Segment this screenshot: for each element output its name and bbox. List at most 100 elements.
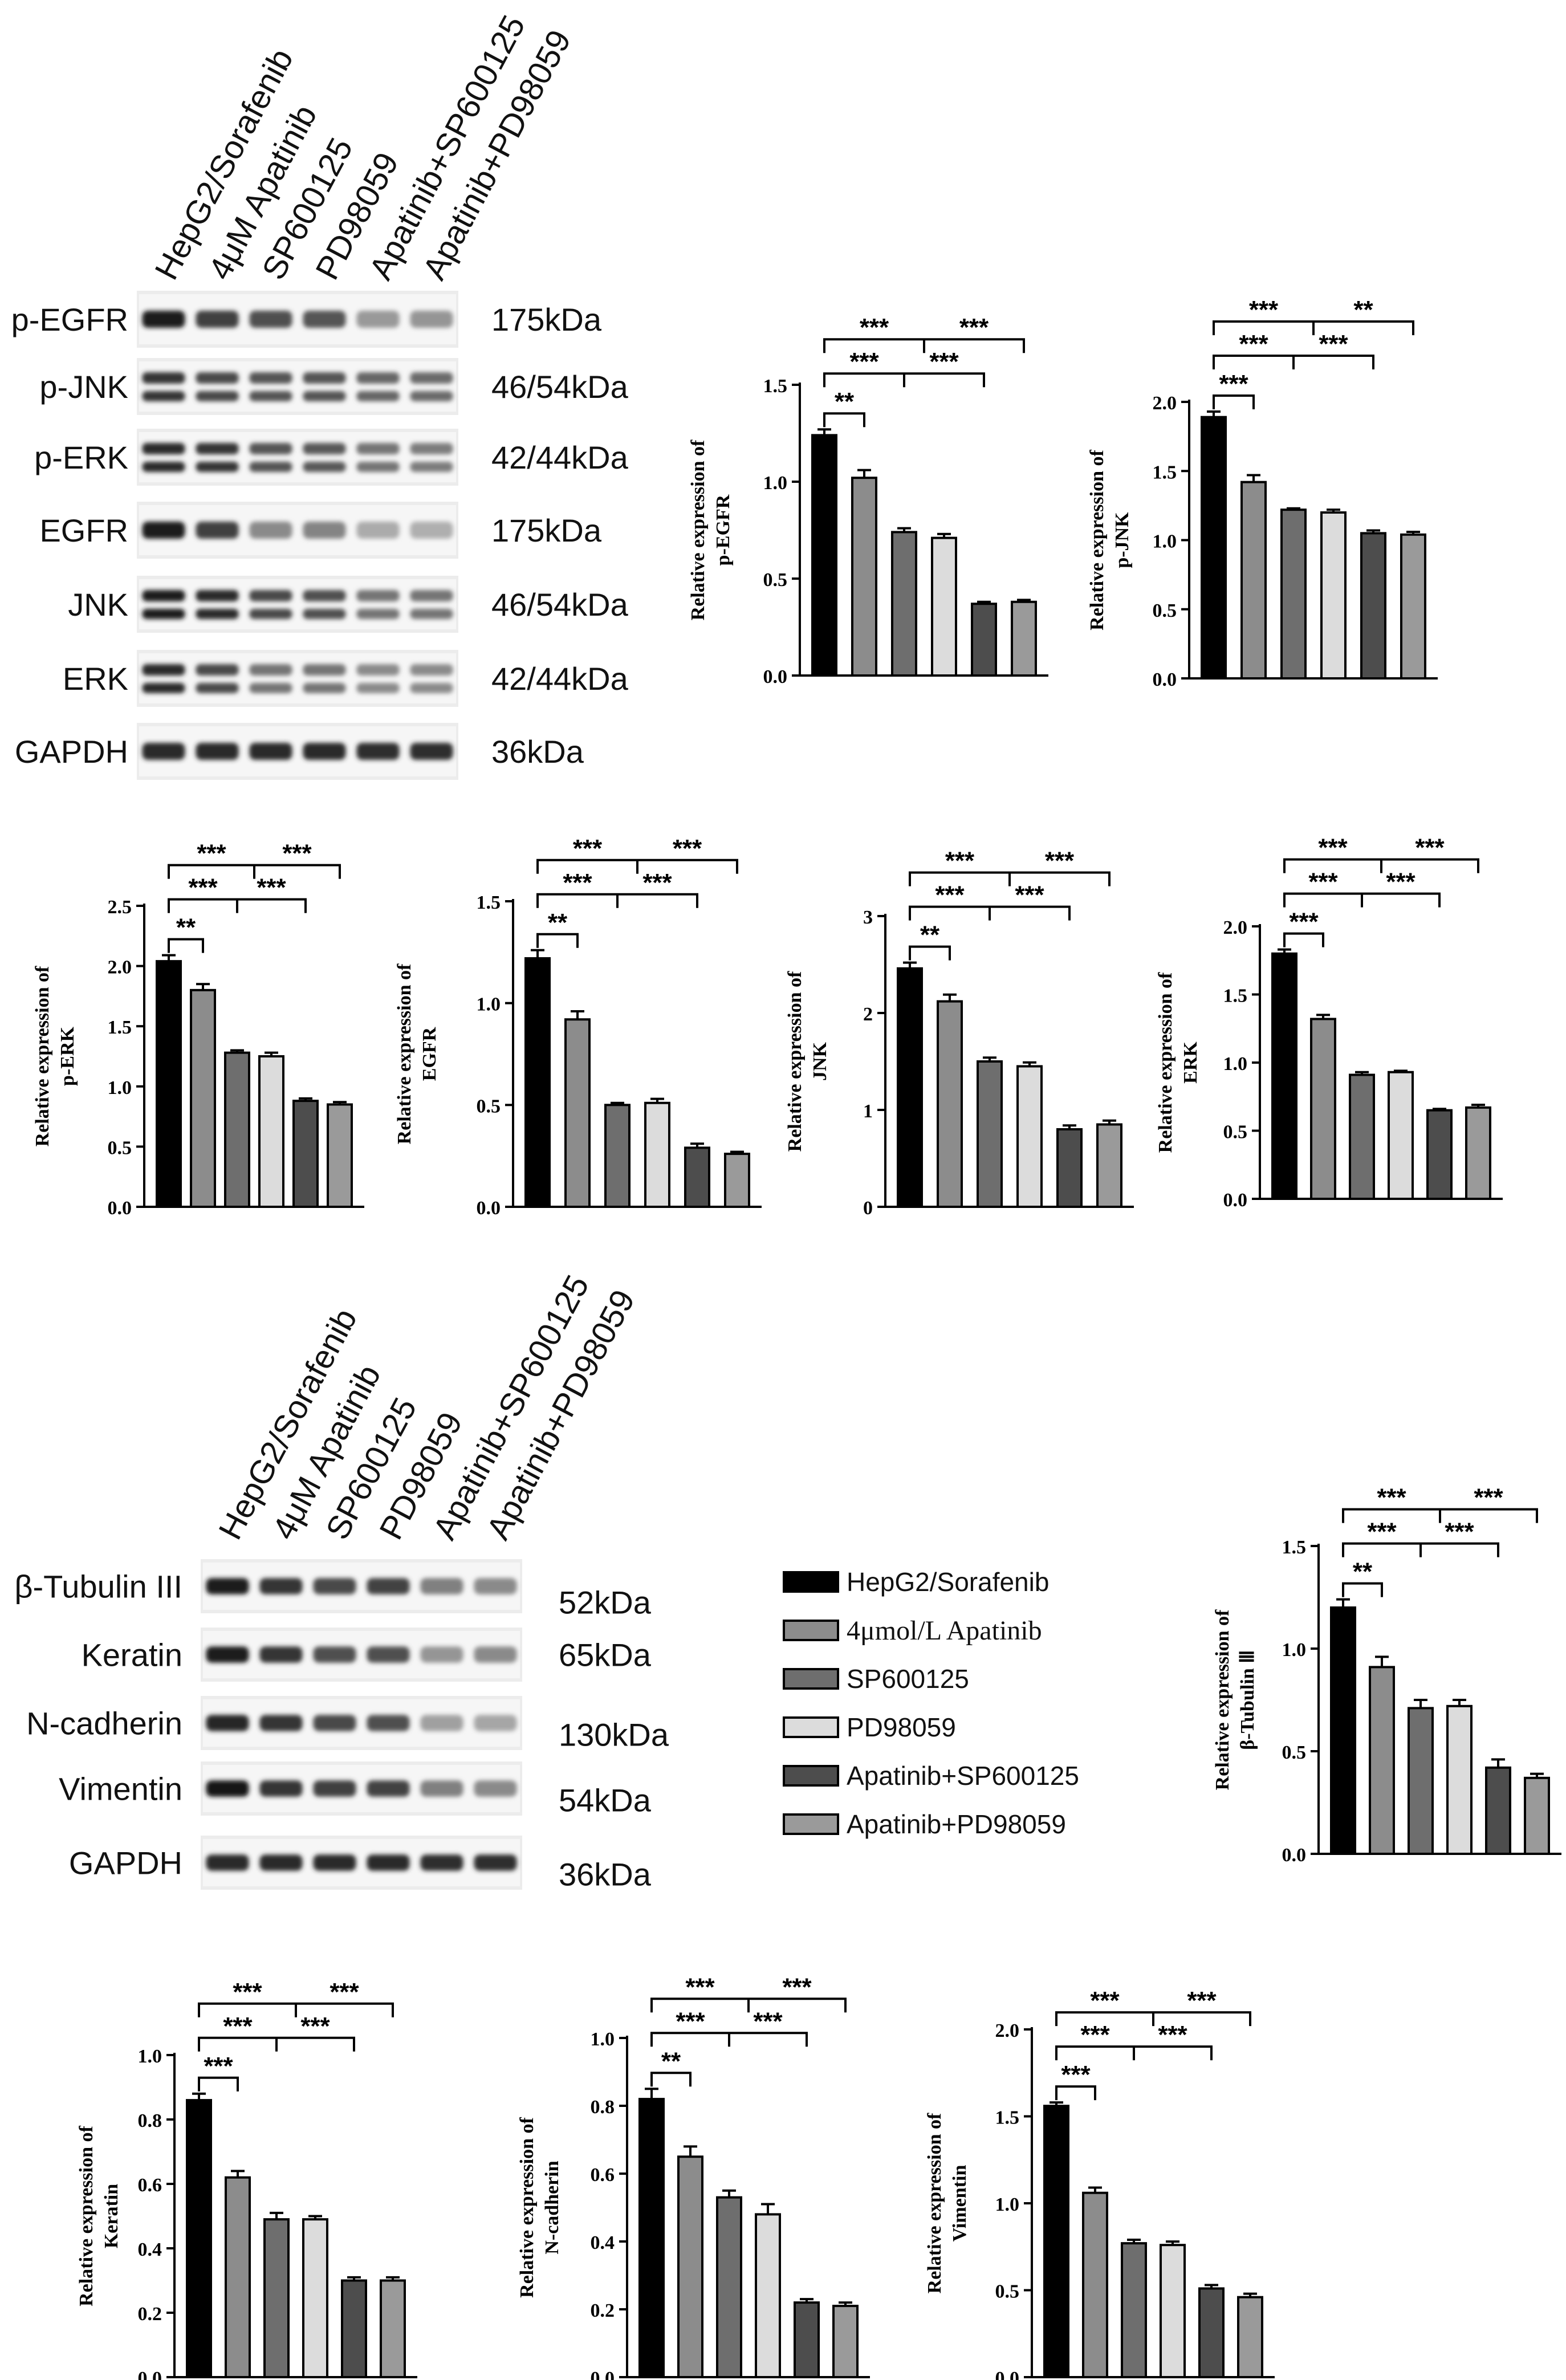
y-axis-label-line: Vimentin — [949, 2165, 970, 2242]
y-axis-label-line: p-EGFR — [713, 494, 734, 565]
blot-band — [196, 522, 239, 539]
blot-band — [196, 609, 239, 619]
sig-bracket — [1283, 892, 1441, 908]
blot-band — [249, 683, 292, 693]
sig-bracket — [536, 933, 579, 948]
blot-band — [206, 1715, 249, 1731]
bar — [1330, 1606, 1356, 1855]
sig-bracket — [650, 1997, 847, 2013]
blot-strip-inner — [139, 361, 456, 412]
y-axis-label-line: ERK — [1180, 1041, 1201, 1084]
y-tick-label: 0.0 — [763, 666, 788, 687]
blot-band — [249, 522, 292, 539]
y-tick-label: 0.6 — [591, 2165, 615, 2186]
blot-band — [196, 311, 239, 328]
sig-bracket — [198, 2076, 239, 2092]
sig-marker: ** — [835, 388, 855, 416]
y-tick-label: 2.0 — [108, 957, 132, 978]
blot-band — [249, 743, 292, 760]
protein-label: p-ERK — [34, 440, 128, 475]
bar — [1280, 508, 1307, 680]
blot-band — [303, 609, 346, 619]
blot-band — [196, 590, 239, 601]
sig-marker: *** — [1158, 2021, 1187, 2049]
sig-marker: *** — [223, 2012, 253, 2040]
y-axis-label: Relative expression of N-cadherin — [516, 2117, 563, 2298]
blot-band — [196, 391, 239, 401]
blot-band — [313, 1854, 356, 1871]
blot-band — [420, 1646, 463, 1663]
y-tick-label: 1.5 — [1282, 1537, 1307, 1558]
y-tick-label: 1.5 — [763, 376, 788, 397]
blot-band — [259, 1715, 303, 1731]
sig-marker: *** — [1080, 2021, 1110, 2049]
y-axis-label-line: Relative expression of — [76, 2126, 97, 2306]
mw-label: 65kDa — [559, 1637, 652, 1673]
legend-label: SP600125 — [847, 1664, 969, 1694]
bar — [1349, 1073, 1375, 1201]
sig-marker: *** — [1377, 1484, 1406, 1512]
blot-band — [142, 462, 185, 472]
blot-band — [356, 443, 400, 454]
bar — [341, 2279, 367, 2378]
bar — [638, 2098, 665, 2379]
sig-bracket — [909, 945, 951, 961]
legend-label: HepG2/Sorafenib — [847, 1567, 1049, 1597]
sig-marker: *** — [685, 1973, 715, 2001]
blot-band — [420, 1578, 463, 1594]
sig-marker: *** — [1318, 834, 1348, 862]
sig-marker: *** — [860, 314, 889, 341]
sig-marker: ** — [548, 909, 568, 937]
blot-band — [196, 743, 239, 760]
blot-band — [410, 443, 453, 454]
legend-label: Apatinib+SP600125 — [847, 1761, 1079, 1791]
blot-band — [206, 1578, 249, 1594]
bar-chart: 0.0 0.2 0.4 0.6 0.8 1.0 Relative expression of… — [76, 1978, 417, 2380]
y-tick-label: 1 — [863, 1101, 873, 1122]
sig-marker: *** — [782, 1973, 812, 2001]
blot-band — [410, 311, 453, 328]
y-tick-label: 1.0 — [1223, 1053, 1248, 1075]
blot-band — [356, 664, 400, 676]
blot-band — [303, 372, 346, 384]
y-tick-label: 0.4 — [591, 2232, 615, 2253]
blot-band — [356, 743, 400, 760]
y-axis-label-line: JNK — [810, 1041, 831, 1081]
blot-band — [249, 664, 292, 676]
sig-bracket — [1055, 2045, 1213, 2061]
bar — [1121, 2242, 1147, 2378]
bar — [292, 1100, 319, 1209]
y-tick-label: 0.4 — [138, 2239, 162, 2260]
sig-marker: *** — [849, 348, 879, 376]
blot-strip-inner — [139, 653, 456, 703]
sig-marker: *** — [673, 835, 702, 863]
blot-band — [356, 683, 400, 693]
bar — [1240, 481, 1267, 680]
y-tick-label: 0.2 — [138, 2304, 162, 2325]
blot-strip-inner — [203, 1765, 520, 1812]
bar — [1310, 1018, 1336, 1201]
y-tick-label: 1.0 — [1153, 531, 1177, 552]
blot-band — [196, 683, 239, 693]
y-axis-label: Relative expression of β-Tubulin Ⅲ — [1212, 1609, 1258, 1790]
blot-strip-inner — [203, 1563, 520, 1610]
blot-strip-inner — [139, 726, 456, 776]
sig-bracket — [168, 864, 341, 879]
protein-label: Keratin — [82, 1637, 182, 1673]
bar — [224, 1051, 250, 1208]
bar — [851, 477, 877, 677]
y-axis-label-line: β-Tubulin Ⅲ — [1237, 1650, 1258, 1750]
sig-marker: *** — [300, 2012, 330, 2040]
blot-strip-inner — [203, 1631, 520, 1678]
mw-label: 46/54kDa — [491, 587, 629, 623]
sig-marker: ** — [1353, 1558, 1373, 1586]
bar-chart: 0.0 0.5 1.0 1.5 2.0 2.5 Relative expression of… — [32, 840, 364, 1219]
blot-band — [303, 443, 346, 454]
blot-band — [313, 1646, 356, 1663]
blot-band — [249, 443, 292, 454]
y-tick-label: 1.5 — [1223, 986, 1248, 1007]
bar — [897, 967, 923, 1209]
mw-label: 175kDa — [491, 302, 602, 337]
y-tick-label: 0.0 — [1153, 669, 1177, 690]
blot-band — [142, 590, 185, 601]
